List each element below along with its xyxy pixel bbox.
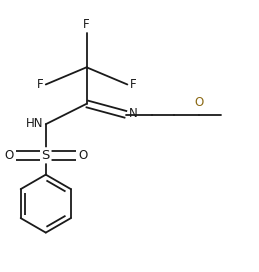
Text: F: F: [37, 78, 44, 91]
Text: S: S: [42, 149, 50, 162]
Text: O: O: [195, 96, 204, 109]
Text: O: O: [4, 149, 13, 162]
Text: F: F: [130, 78, 136, 91]
Text: N: N: [128, 107, 137, 120]
Text: F: F: [83, 18, 90, 31]
Text: HN: HN: [26, 117, 44, 130]
Text: O: O: [78, 149, 87, 162]
